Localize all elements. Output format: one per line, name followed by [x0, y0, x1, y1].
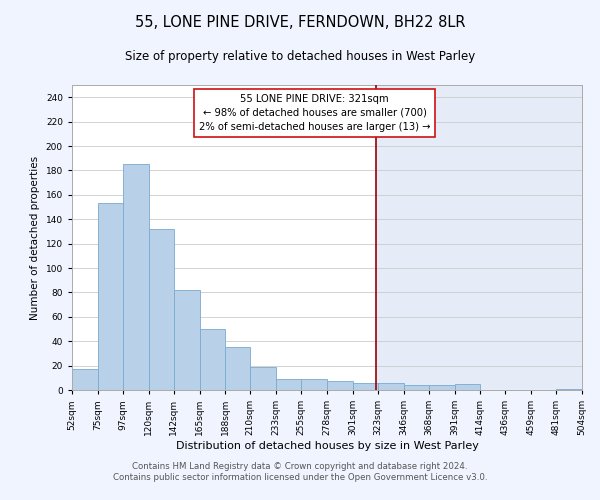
Bar	[428, 385, 455, 390]
Bar	[404, 385, 428, 390]
Bar	[276, 379, 301, 390]
Text: Contains HM Land Registry data © Crown copyright and database right 2024.
Contai: Contains HM Land Registry data © Crown c…	[113, 462, 487, 482]
Bar	[327, 382, 353, 390]
Bar	[199, 329, 226, 390]
Bar	[455, 384, 481, 390]
Bar	[556, 389, 582, 390]
Bar	[98, 204, 123, 390]
Bar	[301, 379, 327, 390]
Bar	[378, 382, 404, 390]
Y-axis label: Number of detached properties: Number of detached properties	[30, 156, 40, 320]
Bar	[72, 370, 98, 390]
X-axis label: Distribution of detached houses by size in West Parley: Distribution of detached houses by size …	[176, 441, 478, 451]
Bar	[173, 290, 199, 390]
Text: Size of property relative to detached houses in West Parley: Size of property relative to detached ho…	[125, 50, 475, 63]
Bar	[149, 229, 173, 390]
Bar	[123, 164, 149, 390]
Bar	[250, 367, 276, 390]
Text: 55 LONE PINE DRIVE: 321sqm
← 98% of detached houses are smaller (700)
2% of semi: 55 LONE PINE DRIVE: 321sqm ← 98% of deta…	[199, 94, 430, 132]
Text: 55, LONE PINE DRIVE, FERNDOWN, BH22 8LR: 55, LONE PINE DRIVE, FERNDOWN, BH22 8LR	[135, 15, 465, 30]
Bar	[226, 348, 250, 390]
Bar	[353, 382, 378, 390]
Bar	[376, 85, 582, 390]
